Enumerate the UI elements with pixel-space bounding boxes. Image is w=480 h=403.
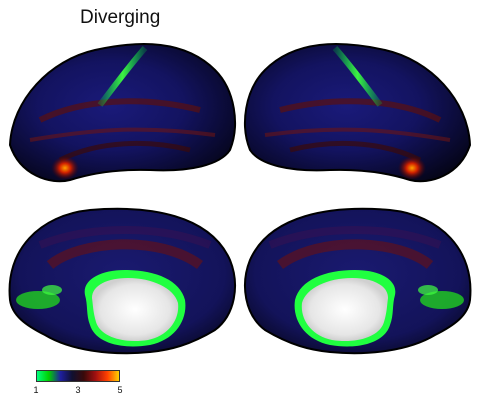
figure-title: Diverging <box>80 7 161 28</box>
left-lateral-view <box>8 43 236 183</box>
colorbar-tick-min: 1 <box>33 385 39 395</box>
left-medial-view <box>8 207 236 355</box>
right-medial-view <box>244 207 472 355</box>
right-lateral-view <box>244 43 472 183</box>
colorbar: 1 3 5 <box>33 370 123 398</box>
colorbar-tick-max: 5 <box>117 385 123 395</box>
colorbar-gradient <box>36 370 120 382</box>
colorbar-tick-mid: 3 <box>75 385 81 395</box>
